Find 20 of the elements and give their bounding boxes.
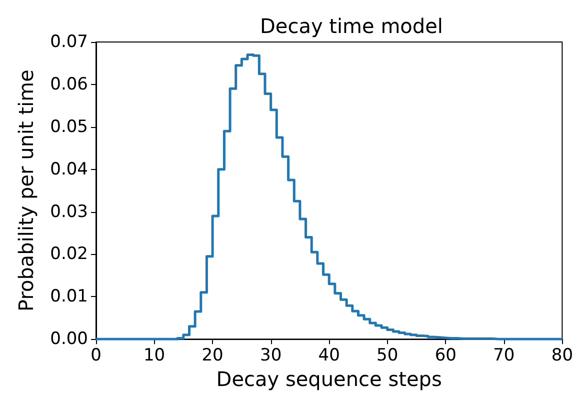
x-tick-label: 40 xyxy=(318,346,340,366)
y-tick-label: 0.03 xyxy=(50,202,88,222)
y-tick-label: 0.05 xyxy=(50,116,88,137)
x-tick-label: 50 xyxy=(376,346,398,366)
y-axis-title: Probability per unit time xyxy=(14,70,38,312)
y-tick-label: 0.06 xyxy=(50,74,88,94)
y-tick-label: 0.07 xyxy=(50,32,88,52)
x-tick-label: 80 xyxy=(551,346,574,366)
x-tick-label: 10 xyxy=(143,346,166,366)
x-tick-label: 20 xyxy=(202,346,224,366)
y-tick-label: 0.00 xyxy=(50,329,88,350)
chart-title: Decay time model xyxy=(260,14,443,38)
x-axis-title: Decay sequence steps xyxy=(216,367,442,391)
y-tick-label: 0.04 xyxy=(50,159,88,180)
x-tick-label: 60 xyxy=(434,346,456,366)
y-tick-label: 0.01 xyxy=(50,286,88,307)
x-tick-label: 30 xyxy=(260,346,282,366)
x-tick-label: 70 xyxy=(493,346,515,366)
x-tick-label: 0 xyxy=(90,346,102,366)
y-tick-label: 0.02 xyxy=(50,244,88,264)
